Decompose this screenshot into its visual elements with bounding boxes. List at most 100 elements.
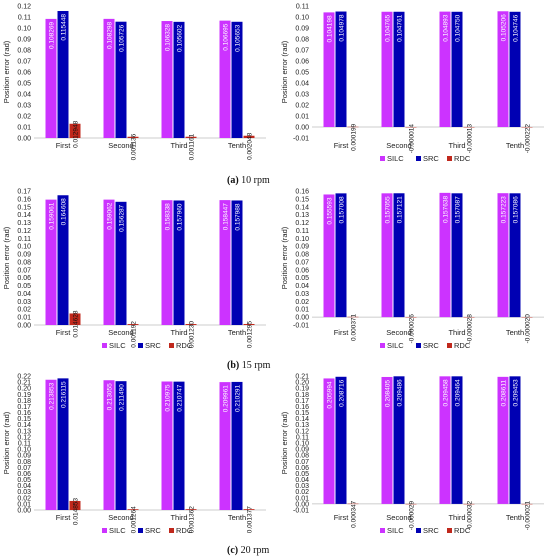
y-tick-label: 0.06 <box>295 465 309 472</box>
legend-swatch-src <box>138 343 143 348</box>
y-tick-label: 0.05 <box>17 477 31 484</box>
legend-swatch-rdc <box>169 528 174 533</box>
legend-label-silc: SILC <box>387 526 404 535</box>
y-tick-label: 0.08 <box>295 37 309 44</box>
data-label-rdc: -0.000222 <box>525 124 532 154</box>
y-tick-label: 0.10 <box>17 26 31 33</box>
y-tick-label: 0.14 <box>295 204 309 211</box>
y-tick-label: 0.07 <box>295 259 309 266</box>
chart-1: 0.00 0.01 0.02 0.03 0.04 0.05 0.06 0.07 0.08 0.09… <box>2 4 266 160</box>
bar-src <box>335 11 347 127</box>
category-label: Second <box>108 141 133 150</box>
data-label-src: 0.157121 <box>397 196 404 223</box>
y-tick-label: 0.13 <box>295 422 309 429</box>
y-tick-label: 0.10 <box>295 15 309 22</box>
bar-silc <box>497 376 509 504</box>
bar-src <box>335 376 347 504</box>
bar-src <box>231 381 243 510</box>
data-label-src: 0.104746 <box>513 14 520 41</box>
data-label-silc: 0.108298 <box>107 22 114 49</box>
data-label-silc: 0.108269 <box>49 22 56 49</box>
bar-src <box>173 21 185 138</box>
y-tick-label: 0.00 <box>295 125 309 132</box>
bar-src <box>173 200 185 325</box>
y-tick-label: -0.01 <box>293 323 309 330</box>
bar-rdc <box>127 509 139 510</box>
category-label: Tenth <box>228 141 246 150</box>
data-label-silc: 0.106328 <box>165 24 172 51</box>
y-tick-label: 0.02 <box>295 489 309 496</box>
data-label-silc: 0.157638 <box>443 195 450 222</box>
category-label: Tenth <box>506 141 524 150</box>
y-tick-label: 0.12 <box>17 228 31 235</box>
data-label-src: 0.104761 <box>397 14 404 41</box>
y-tick-label: 0.03 <box>17 489 31 496</box>
y-tick-label: 0.12 <box>17 4 31 11</box>
bar-silc <box>497 11 509 128</box>
legend-label-silc: SILC <box>387 154 404 163</box>
bar-silc <box>439 11 451 128</box>
y-tick-label: 0.08 <box>17 259 31 266</box>
y-tick-label: 0.02 <box>17 495 31 502</box>
category-label: First <box>334 141 349 150</box>
y-tick-label: 0.01 <box>17 315 31 322</box>
y-axis-label: Position error (rad) <box>2 411 11 474</box>
legend-swatch-src <box>416 156 421 161</box>
y-tick-label: 0.14 <box>17 422 31 429</box>
legend-swatch-rdc <box>447 156 452 161</box>
legend-swatch-silc <box>102 343 107 348</box>
legend-swatch-silc <box>380 343 385 348</box>
bar-src <box>509 193 521 318</box>
data-label-rdc: -0.000013 <box>467 124 474 154</box>
y-tick-label: 0.15 <box>295 410 309 417</box>
category-label: Third <box>448 328 465 337</box>
y-tick-label: 0.07 <box>295 459 309 466</box>
data-label-silc: 0.205994 <box>327 381 334 408</box>
y-tick-label: 0.00 <box>17 323 31 330</box>
legend-label-src: SRC <box>145 526 161 535</box>
category-label: Third <box>448 141 465 150</box>
y-tick-label: 0.03 <box>295 483 309 490</box>
y-tick-label: -0.01 <box>293 508 309 515</box>
bar-silc <box>45 18 57 139</box>
chart-6: -0.010.000.010.020.030.040.050.060.070.0… <box>280 374 544 535</box>
bar-src <box>335 193 347 318</box>
bar-silc <box>219 382 231 510</box>
data-label-rdc: 0.001192 <box>131 321 138 348</box>
category-label: Tenth <box>228 513 246 522</box>
bar-src <box>57 11 69 138</box>
y-tick-label: -0.01 <box>293 136 309 143</box>
data-label-rdc: 0.001362 <box>189 506 196 533</box>
data-label-rdc: -0.000032 <box>467 501 474 531</box>
bar-silc <box>161 381 173 510</box>
y-tick-label: 0.00 <box>295 315 309 322</box>
data-label-rdc: 0.001295 <box>247 321 254 348</box>
y-tick-label: 0.00 <box>295 501 309 508</box>
y-tick-label: 0.06 <box>17 471 31 478</box>
y-tick-label: 0.12 <box>17 434 31 441</box>
data-label-silc: 0.155593 <box>327 197 334 224</box>
bar-src <box>115 381 127 510</box>
y-tick-label: 0.07 <box>295 48 309 55</box>
data-label-rdc: -0.000029 <box>409 501 416 531</box>
data-label-src: 0.216115 <box>61 381 68 408</box>
bar-silc <box>381 193 393 318</box>
chart-2: -0.01 0.00 0.01 0.02 0.03 0.04 0.05 0.06 0.07 0.0… <box>280 4 544 163</box>
data-label-rdc: 0.001264 <box>131 506 138 533</box>
data-label-rdc: -0.000021 <box>525 501 532 531</box>
category-label: Tenth <box>228 328 246 337</box>
y-tick-label: 0.16 <box>17 196 31 203</box>
y-tick-label: 0.18 <box>17 398 31 405</box>
y-tick-label: 0.11 <box>296 4 309 11</box>
y-tick-label: 0.03 <box>295 92 309 99</box>
bar-rdc <box>185 324 197 325</box>
y-tick-label: 0.17 <box>17 404 31 411</box>
bar-rdc <box>185 136 197 138</box>
y-tick-label: 0.02 <box>17 114 31 121</box>
chart-4: -0.010.000.010.020.030.040.050.060.070.0… <box>280 189 544 350</box>
data-label-rdc: -0.000020 <box>525 314 532 344</box>
y-tick-label: 0.17 <box>17 189 31 196</box>
bar-silc <box>45 379 57 510</box>
data-label-silc: 0.209458 <box>443 379 450 406</box>
data-label-silc: 0.157223 <box>501 196 508 223</box>
